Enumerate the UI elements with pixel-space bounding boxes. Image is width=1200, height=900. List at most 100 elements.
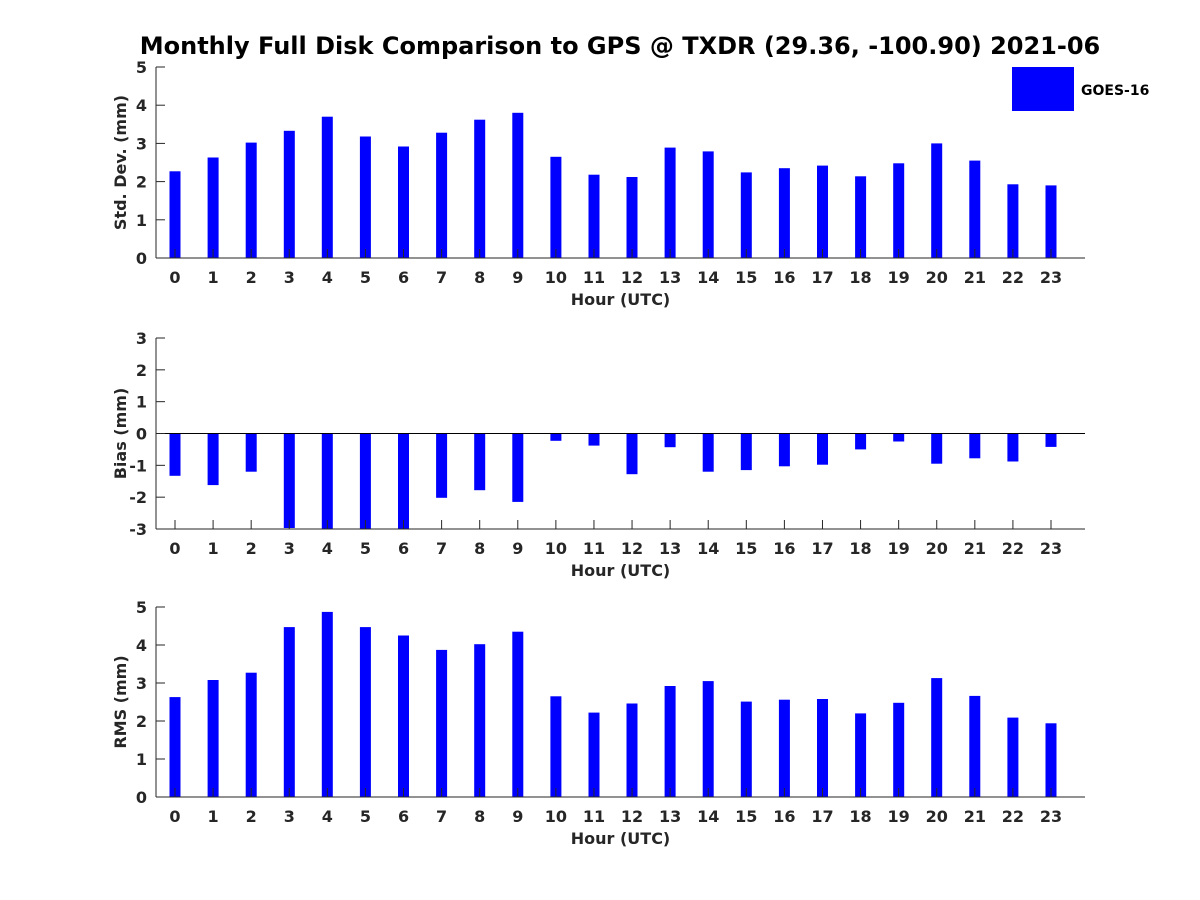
x-tick-label: 6 <box>398 539 409 558</box>
x-tick-label: 5 <box>360 268 371 287</box>
x-tick-label: 14 <box>697 539 719 558</box>
std-dev-bar <box>398 146 409 258</box>
std-dev-bar <box>702 151 714 258</box>
y-tick-label: 4 <box>136 636 147 655</box>
rms-bar <box>740 701 752 797</box>
x-tick-label: 6 <box>398 268 409 287</box>
x-axis-label: Hour (UTC) <box>571 829 671 848</box>
rms-bar <box>1007 717 1019 797</box>
std-dev-bar <box>1007 184 1019 258</box>
rms-bar <box>436 649 448 797</box>
x-tick-label: 7 <box>436 539 447 558</box>
std-dev-bar <box>512 112 524 258</box>
x-tick-label: 12 <box>621 539 643 558</box>
y-tick-label: 3 <box>136 134 147 153</box>
std-dev-bar <box>1045 185 1057 258</box>
x-tick-label: 15 <box>735 268 757 287</box>
y-tick-label: -1 <box>129 456 147 475</box>
rms-bar <box>550 696 562 797</box>
rms-bar <box>702 681 714 797</box>
x-tick-label: 14 <box>697 807 719 826</box>
x-tick-label: 15 <box>735 539 757 558</box>
rms-bar <box>664 686 676 797</box>
x-tick-label: 0 <box>169 807 180 826</box>
y-tick-label: 4 <box>136 96 147 115</box>
rms-bar <box>321 611 333 797</box>
y-tick-label: -2 <box>129 488 147 507</box>
std-dev-bar <box>664 147 676 258</box>
std-dev-bar <box>817 165 828 258</box>
rms-bars <box>169 611 1057 797</box>
x-tick-label: 16 <box>773 539 795 558</box>
y-tick-label: 3 <box>136 674 147 693</box>
x-tick-label: 4 <box>322 807 333 826</box>
x-tick-label: 2 <box>246 539 257 558</box>
x-tick-label: 23 <box>1040 268 1062 287</box>
std-dev-bar <box>283 130 295 258</box>
x-tick-label: 17 <box>811 807 833 826</box>
rms-bar <box>207 680 219 797</box>
x-tick-label: 21 <box>964 539 986 558</box>
std-dev-bar <box>740 172 752 258</box>
rms-bar <box>474 644 486 797</box>
x-tick-label: 21 <box>964 807 986 826</box>
x-tick-label: 7 <box>436 268 447 287</box>
bias-bar <box>321 433 333 529</box>
rms-bar <box>398 635 409 797</box>
std-dev-bar <box>626 177 638 258</box>
std-dev-bar <box>245 142 257 258</box>
bias-bar <box>626 433 638 475</box>
y-tick-label: 3 <box>136 329 147 348</box>
x-tick-label: 4 <box>322 268 333 287</box>
rms-bar <box>817 699 828 797</box>
x-tick-label: 1 <box>208 539 219 558</box>
x-tick-label: 14 <box>697 268 719 287</box>
chart-title: Monthly Full Disk Comparison to GPS @ TX… <box>140 32 1101 60</box>
rms-bar <box>969 695 981 797</box>
y-axis-label: Bias (mm) <box>111 388 130 480</box>
x-axis-label: Hour (UTC) <box>571 290 671 309</box>
std-dev-bar <box>359 136 371 258</box>
x-tick-label: 9 <box>512 268 523 287</box>
x-tick-label: 21 <box>964 268 986 287</box>
x-tick-label: 11 <box>583 539 605 558</box>
x-tick-label: 20 <box>926 539 948 558</box>
bias-bar <box>1007 433 1019 462</box>
x-tick-label: 19 <box>888 539 910 558</box>
y-tick-label: 2 <box>136 712 147 731</box>
bias-bar <box>778 433 790 467</box>
x-tick-label: 13 <box>659 807 681 826</box>
x-tick-label: 6 <box>398 807 409 826</box>
x-tick-label: 13 <box>659 539 681 558</box>
x-tick-label: 20 <box>926 807 948 826</box>
y-tick-label: 1 <box>136 750 147 769</box>
bias-bar <box>512 433 524 502</box>
bias-bar <box>245 433 257 472</box>
x-tick-label: 22 <box>1002 807 1024 826</box>
x-tick-label: 4 <box>322 539 333 558</box>
x-tick-label: 23 <box>1040 807 1062 826</box>
bias-bar <box>664 433 676 448</box>
y-tick-label: 0 <box>136 425 147 444</box>
y-tick-label: 1 <box>136 393 147 412</box>
x-tick-label: 9 <box>512 807 523 826</box>
std-dev-bars <box>169 112 1057 258</box>
y-tick-label: 0 <box>136 249 147 268</box>
x-tick-label: 17 <box>811 268 833 287</box>
legend: GOES-16 <box>1012 67 1149 111</box>
rms-bar <box>778 699 790 797</box>
rms-bar <box>588 712 600 797</box>
x-tick-label: 8 <box>474 807 485 826</box>
bias-bar <box>702 433 714 472</box>
rms-bar <box>169 697 181 797</box>
bias-bar <box>474 433 486 491</box>
bias-bar <box>359 433 371 529</box>
x-tick-label: 0 <box>169 539 180 558</box>
rms-bar <box>245 672 257 797</box>
bias-bar <box>893 433 905 442</box>
std-dev-bar <box>169 171 181 258</box>
x-tick-label: 23 <box>1040 539 1062 558</box>
x-tick-label: 18 <box>849 268 871 287</box>
rms-bar <box>283 627 295 797</box>
